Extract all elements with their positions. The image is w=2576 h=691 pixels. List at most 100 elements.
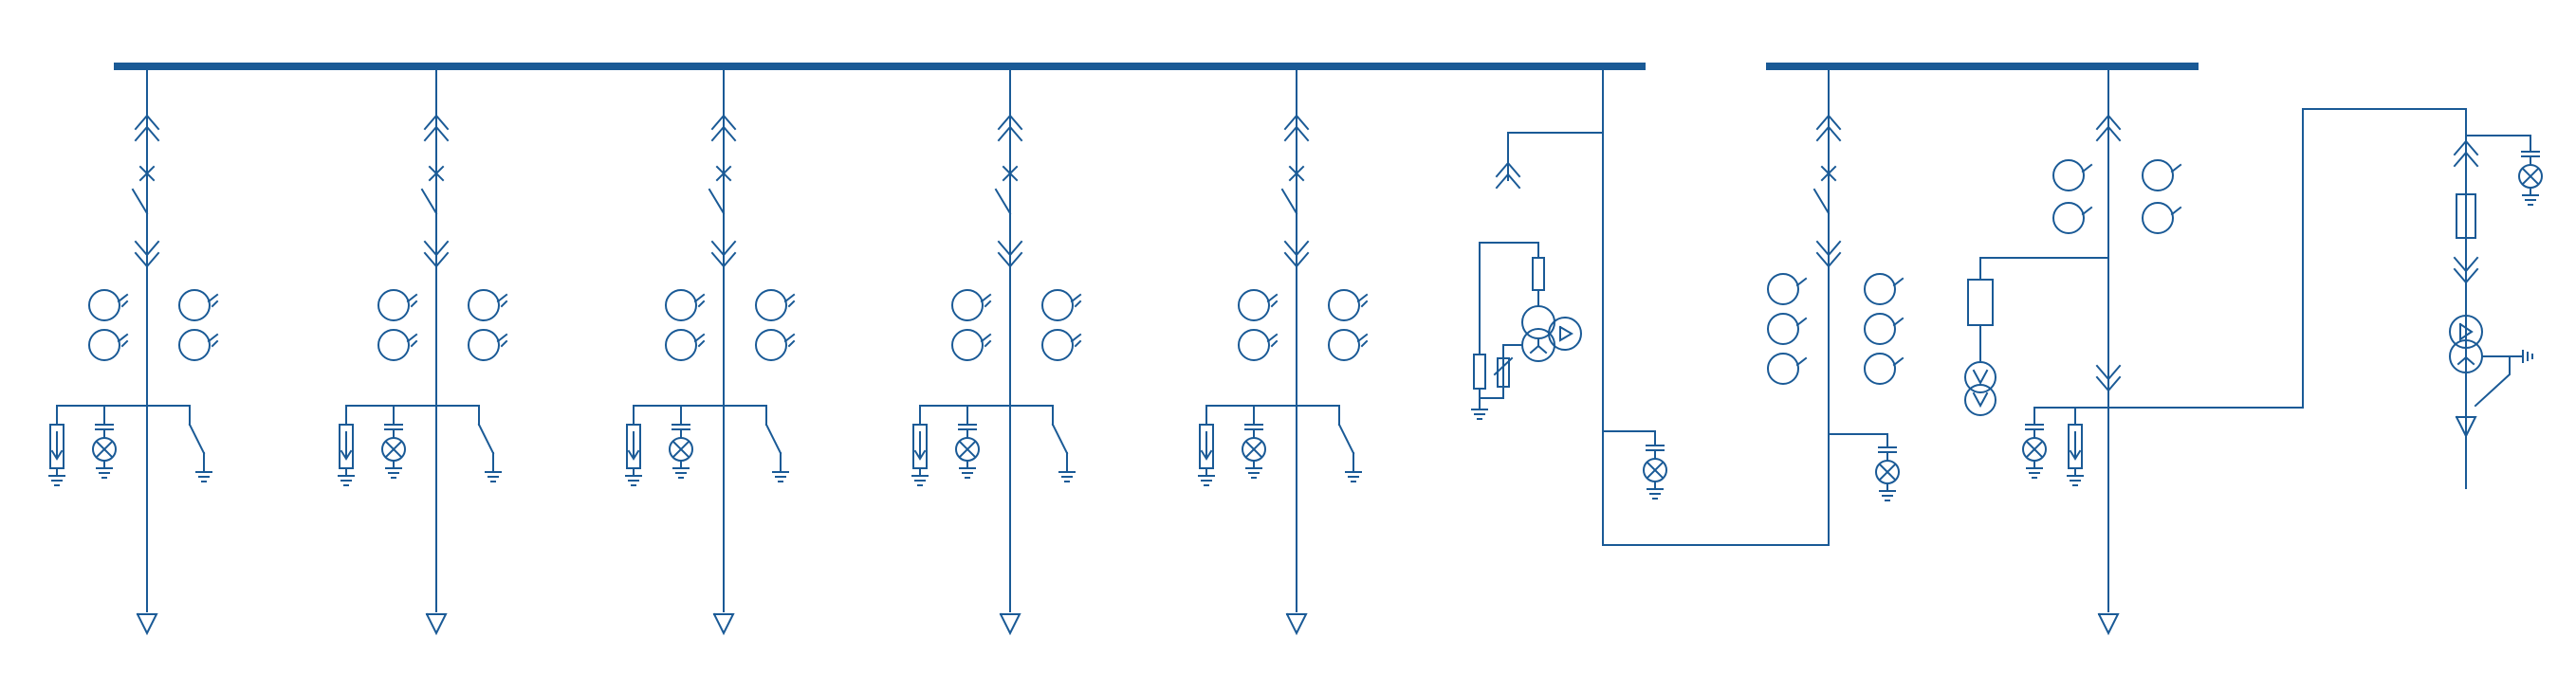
chevron <box>134 251 160 268</box>
ct-mark <box>1360 339 1369 348</box>
ground-icon <box>1879 490 1896 501</box>
earthing-switch-icon <box>477 423 502 482</box>
ground-icon <box>911 475 929 486</box>
arrester-arrow <box>340 449 353 461</box>
current-transformer-icon <box>1041 289 1082 361</box>
ct-core <box>1864 313 1896 345</box>
terminal <box>136 612 158 636</box>
chevron <box>1283 114 1310 131</box>
ground-icon <box>2522 350 2533 363</box>
chevron <box>1495 161 1521 178</box>
wire <box>1479 386 1504 399</box>
earthing-switch-icon <box>764 423 789 482</box>
ct-mark <box>1270 339 1279 348</box>
ct-mark <box>693 333 706 343</box>
ct-mark <box>406 333 418 343</box>
lamp-cross <box>2025 440 2044 459</box>
current-transformer-icon <box>468 289 508 361</box>
cable-terminal-icon <box>2097 612 2120 636</box>
ct-mark <box>1795 277 1808 287</box>
lamp-cross <box>2521 167 2540 186</box>
lamp-cross <box>1646 461 1665 480</box>
chevron <box>2453 139 2479 156</box>
ct-mark <box>980 333 992 343</box>
chevron <box>2095 375 2122 392</box>
chevron <box>2453 151 2479 168</box>
ct-mark <box>496 293 508 303</box>
ground-icon <box>2026 467 2043 479</box>
ct-core <box>178 329 211 361</box>
surge-arrester-icon <box>338 424 355 486</box>
ground-icon <box>1198 475 1215 486</box>
stroke <box>1002 165 1019 182</box>
current-transformer-icon <box>1864 273 1904 385</box>
chevron <box>1283 251 1310 268</box>
arrester-arrow <box>2069 449 2082 461</box>
cable-terminal-icon <box>136 612 158 636</box>
wire <box>1502 344 1523 391</box>
wire <box>2302 108 2467 409</box>
ct-core <box>951 289 984 321</box>
ct-mark <box>1070 333 1082 343</box>
withdrawable-contact-icon <box>134 240 160 268</box>
circuit-breaker-icon <box>428 165 445 182</box>
ct-mark <box>1074 300 1082 308</box>
withdrawable-contact-icon <box>997 240 1023 268</box>
chevron <box>423 251 450 268</box>
ground-icon <box>625 475 642 486</box>
chevron <box>1815 251 1842 268</box>
feeder-5 <box>1198 69 1369 636</box>
tr-symbol <box>2456 355 2468 366</box>
ct-core <box>1238 329 1270 361</box>
current-transformer-icon <box>2052 159 2182 234</box>
lamp-cross <box>672 440 690 459</box>
current-transformer-icon <box>88 289 129 361</box>
ct-mark <box>120 339 129 348</box>
arrester-arrow <box>627 449 640 461</box>
feeder-1 <box>48 69 219 636</box>
ct-core <box>2052 159 2085 191</box>
current-transformer-icon <box>1328 289 1369 361</box>
ct-mark <box>2081 163 2093 173</box>
chevron <box>423 125 450 142</box>
terminal <box>712 612 735 636</box>
wire <box>2474 355 2511 408</box>
stroke <box>1820 165 1837 182</box>
chevron <box>134 240 160 257</box>
circuit-breaker-icon <box>1288 165 1305 182</box>
surge-arrester-icon <box>48 424 65 486</box>
ct-mark <box>207 333 219 343</box>
withdrawable-contact-icon <box>1283 114 1310 142</box>
ct-mark <box>500 339 508 348</box>
withdrawable-contact-icon <box>423 114 450 142</box>
ct-core <box>1767 313 1799 345</box>
ct-mark <box>1360 300 1369 308</box>
lamp-cross <box>95 440 114 459</box>
ct-mark <box>984 300 992 308</box>
ground-icon <box>48 475 65 486</box>
capacitive-voltage-indicator-icon <box>381 424 406 479</box>
stroke <box>428 165 445 182</box>
capacitive-voltage-indicator-icon <box>2518 151 2543 206</box>
ground-icon <box>2067 475 2084 486</box>
ground-icon <box>672 467 690 479</box>
stroke <box>138 165 156 182</box>
chevron <box>2453 256 2479 273</box>
ct-mark <box>697 300 706 308</box>
chevron <box>1495 173 1521 190</box>
ct-mark <box>117 333 129 343</box>
feeder-3 <box>625 69 796 636</box>
withdrawable-contact-icon <box>134 114 160 142</box>
ct-mark <box>496 333 508 343</box>
arrester-body <box>1473 354 1486 390</box>
ground-icon <box>338 475 355 486</box>
chevron <box>2095 125 2122 142</box>
chevron <box>1283 240 1310 257</box>
ct-mark <box>2081 206 2093 216</box>
ct-mark <box>787 339 796 348</box>
feeder-2 <box>338 69 508 636</box>
withdrawable-contact-icon <box>423 240 450 268</box>
chevron <box>423 240 450 257</box>
ct-mark <box>980 293 992 303</box>
ct-core <box>377 289 410 321</box>
